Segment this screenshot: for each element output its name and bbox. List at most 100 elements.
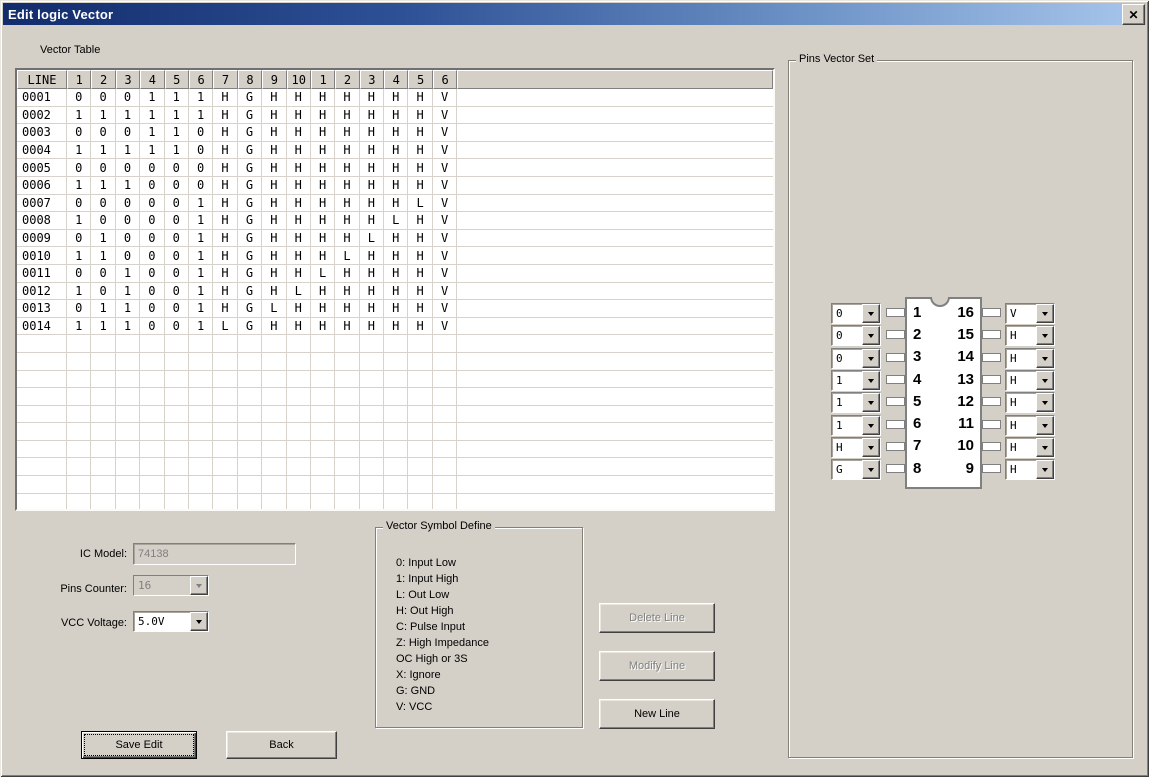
pin-7-combo[interactable]: H: [831, 436, 881, 458]
table-row[interactable]: 0006 1 1 1 0 0 0 H G H H H H H H H V: [17, 176, 773, 195]
chevron-down-icon[interactable]: [1036, 460, 1054, 480]
new-line-button[interactable]: New Line: [599, 699, 715, 729]
back-button[interactable]: Back: [226, 731, 337, 759]
pin-8-combo[interactable]: G: [831, 459, 881, 481]
empty-cell: [408, 458, 433, 476]
chevron-down-icon: [190, 576, 208, 595]
pin-15-combo[interactable]: H: [1005, 325, 1055, 347]
pin-number-left: 2: [913, 325, 922, 343]
pin-11-combo-value: H: [1010, 418, 1017, 432]
empty-cell: [17, 440, 67, 458]
chevron-down-icon[interactable]: [862, 348, 880, 368]
chevron-down-icon[interactable]: [862, 460, 880, 480]
chevron-down-icon[interactable]: [862, 415, 880, 435]
value-cell: 1: [140, 141, 165, 159]
table-row[interactable]: 0001 0 0 0 1 1 1 H G H H H H H H H V: [17, 89, 773, 107]
vector-table-grid[interactable]: LINE 1 2 3 4 5 6 7 8 9 10 1 2 3 4 5 6 0001 0 0 0 1 1 1 H G H H H H H H…: [15, 68, 775, 511]
value-cell: 0: [165, 229, 189, 247]
table-row[interactable]: 0011 0 0 1 0 0 1 H G H H L H H H H V: [17, 264, 773, 283]
pin-10-combo[interactable]: H: [1005, 436, 1055, 458]
value-cell: H: [408, 89, 433, 106]
value-cell: 1: [189, 194, 214, 212]
line-number-cell: 0006: [17, 176, 67, 194]
value-cell: H: [384, 317, 409, 335]
chevron-down-icon[interactable]: [190, 612, 208, 631]
empty-cell: [311, 352, 336, 370]
pin-5-combo[interactable]: 1: [831, 392, 881, 414]
pin-14-combo-value: H: [1010, 351, 1017, 365]
ic-model-field[interactable]: [133, 543, 296, 565]
value-cell: G: [238, 229, 263, 247]
chevron-down-icon[interactable]: [1036, 415, 1054, 435]
title-bar: Edit logic Vector: [3, 3, 1146, 25]
empty-cell: [262, 352, 287, 370]
chevron-down-icon[interactable]: [862, 326, 880, 346]
empty-cell: [384, 440, 409, 458]
value-cell: V: [433, 194, 458, 212]
value-cell: 0: [140, 300, 165, 317]
save-edit-button[interactable]: Save Edit: [81, 731, 197, 759]
empty-cell: [433, 370, 458, 388]
pin-4-combo[interactable]: 1: [831, 369, 881, 391]
value-cell: H: [287, 124, 311, 141]
value-cell: 0: [189, 141, 214, 159]
value-cell: H: [213, 159, 238, 176]
empty-cell: [165, 423, 189, 440]
pin-16-combo[interactable]: V: [1005, 303, 1055, 324]
pin-11-combo[interactable]: H: [1005, 414, 1055, 436]
empty-cell: [165, 335, 189, 352]
symbol-legend-item: H: Out High: [396, 605, 454, 617]
arrow-glyph: [868, 378, 874, 386]
pin-13-combo[interactable]: H: [1005, 369, 1055, 391]
chevron-down-icon[interactable]: [862, 437, 880, 457]
chevron-down-icon[interactable]: [1036, 348, 1054, 368]
close-button[interactable]: ✕: [1122, 4, 1145, 25]
value-cell: V: [433, 282, 458, 300]
value-cell: G: [238, 106, 263, 124]
value-cell: 0: [67, 300, 92, 317]
table-row[interactable]: 0005 0 0 0 0 0 0 H G H H H H H H H V: [17, 159, 773, 177]
value-cell: H: [287, 229, 311, 247]
chevron-down-icon[interactable]: [862, 370, 880, 390]
value-cell: H: [262, 317, 287, 335]
pin-2-combo[interactable]: 0: [831, 325, 881, 347]
pin-1-combo[interactable]: 0: [831, 303, 881, 324]
chevron-down-icon[interactable]: [1036, 393, 1054, 413]
table-row[interactable]: 0002 1 1 1 1 1 1 H G H H H H H H H V: [17, 106, 773, 125]
pin-3-combo[interactable]: 0: [831, 347, 881, 369]
table-row[interactable]: 0010 1 1 0 0 0 1 H G H H H L H H H V: [17, 247, 773, 265]
table-row[interactable]: 0012 1 0 1 0 0 1 H G H L H H H H H V: [17, 282, 773, 301]
table-row[interactable]: 0013 0 1 1 0 0 1 H G L H H H H H H V: [17, 300, 773, 318]
table-row[interactable]: 0008 1 0 0 0 0 1 H G H H H H H L H V: [17, 212, 773, 230]
table-row[interactable]: 0014 1 1 1 0 0 1 L G H H H H H H H V: [17, 317, 773, 336]
empty-cell: [287, 352, 311, 370]
empty-cell: [408, 440, 433, 458]
empty-cell: [360, 493, 385, 509]
chevron-down-icon[interactable]: [1036, 326, 1054, 346]
table-row[interactable]: 0009 0 1 0 0 0 1 H G H H H H L H H V: [17, 229, 773, 248]
table-row[interactable]: 0004 1 1 1 1 1 0 H G H H H H H H H V: [17, 141, 773, 160]
arrow-glyph: [1042, 401, 1048, 408]
chevron-down-icon[interactable]: [1036, 304, 1054, 323]
chevron-down-icon[interactable]: [862, 304, 880, 323]
value-cell: 0: [189, 159, 214, 176]
pin-12-combo[interactable]: H: [1005, 392, 1055, 414]
table-row[interactable]: 0003 0 0 0 1 1 0 H G H H H H H H H V: [17, 124, 773, 142]
pin-stub-left: [886, 441, 905, 451]
chevron-down-icon[interactable]: [1036, 437, 1054, 457]
chevron-down-icon[interactable]: [1036, 370, 1054, 390]
empty-cell: [408, 405, 433, 423]
chevron-down-icon[interactable]: [862, 393, 880, 413]
empty-cell: [17, 370, 67, 388]
pin-14-combo[interactable]: H: [1005, 347, 1055, 369]
pin-number-left: 8: [913, 459, 922, 477]
empty-cell: [360, 423, 385, 440]
table-row[interactable]: 0007 0 0 0 0 0 1 H G H H H H H H L V: [17, 194, 773, 213]
fill-cell: [457, 107, 773, 124]
line-number-cell: 0014: [17, 317, 67, 335]
empty-cell: [189, 370, 214, 388]
pin-6-combo[interactable]: 1: [831, 414, 881, 436]
pin-9-combo[interactable]: H: [1005, 459, 1055, 481]
empty-cell: [311, 493, 336, 509]
vcc-voltage-combo[interactable]: 5.0V: [133, 611, 209, 632]
